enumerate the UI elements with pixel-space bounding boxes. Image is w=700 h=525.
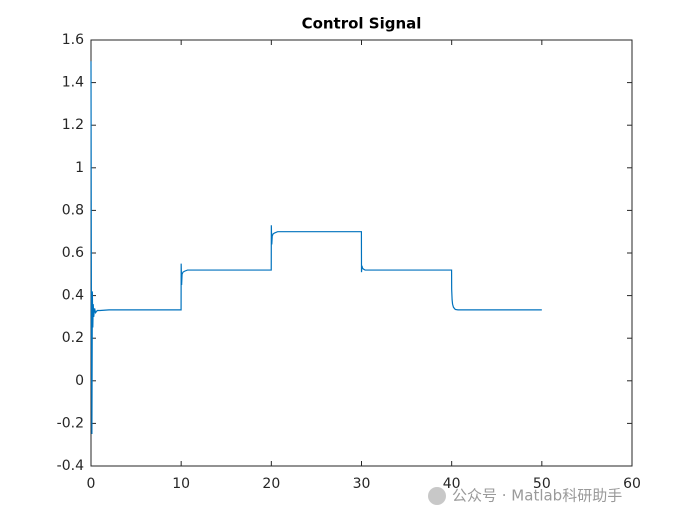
y-tick-label: 0.6 (62, 245, 84, 261)
data-line (90, 61, 542, 435)
watermark-icon (428, 487, 446, 505)
x-tick-label: 0 (87, 476, 96, 492)
y-tick-label: -0.2 (57, 415, 84, 431)
watermark: 公众号 · Matlab科研助手 (452, 487, 622, 505)
y-tick-label: 0.4 (62, 288, 84, 304)
y-tick-label: 1.4 (62, 75, 84, 91)
chart-title: Control Signal (302, 15, 422, 33)
y-tick-label: 0.8 (62, 202, 84, 218)
y-tick-label: 1.2 (62, 117, 84, 133)
x-tick-label: 10 (172, 476, 190, 492)
x-tick-label: 30 (353, 476, 371, 492)
y-tick-label: 1.6 (62, 32, 84, 48)
x-tick-label: 50 (533, 476, 551, 492)
x-tick-label: 40 (443, 476, 461, 492)
y-tick-label: 0.2 (62, 330, 84, 346)
y-tick-label: 1 (75, 160, 84, 176)
y-tick-label: 0 (75, 373, 84, 389)
x-tick-label: 20 (262, 476, 280, 492)
x-tick-label: 60 (623, 476, 641, 492)
y-tick-label: -0.4 (57, 458, 84, 474)
